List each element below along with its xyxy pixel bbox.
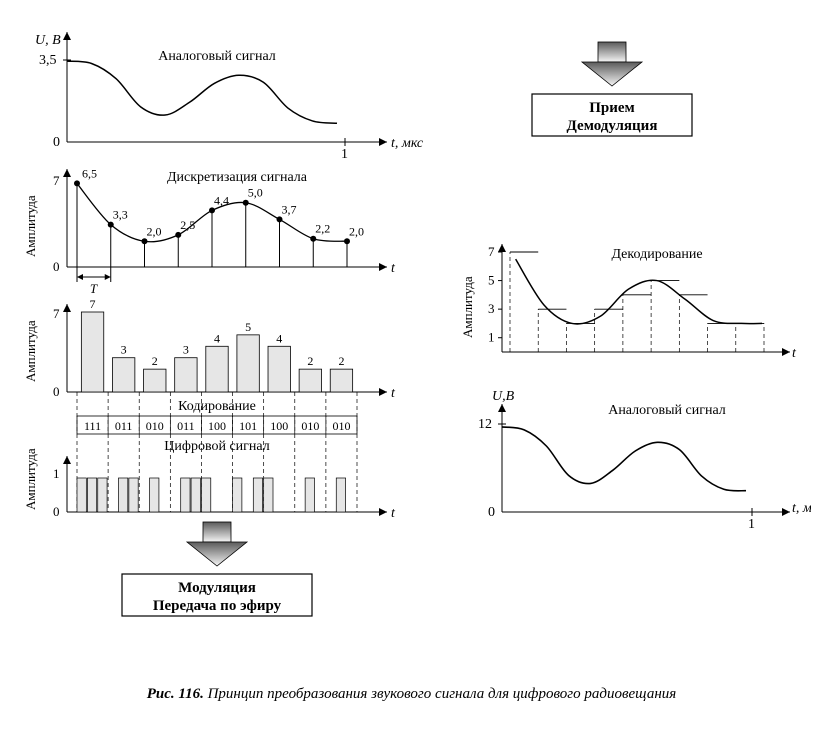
svg-text:010: 010 <box>301 419 319 433</box>
svg-text:7: 7 <box>488 244 495 259</box>
svg-text:100: 100 <box>270 419 288 433</box>
svg-text:Амплитуда: Амплитуда <box>460 276 475 338</box>
svg-text:3,5: 3,5 <box>39 53 57 68</box>
svg-text:2,2: 2,2 <box>315 222 330 236</box>
svg-text:Цифровой сигнал: Цифровой сигнал <box>164 439 269 454</box>
svg-text:2,0: 2,0 <box>349 224 364 238</box>
svg-text:0: 0 <box>53 384 60 399</box>
figure-text: Принцип преобразования звукового сигнала… <box>208 686 677 702</box>
svg-text:3,3: 3,3 <box>113 208 128 222</box>
svg-text:5: 5 <box>245 320 251 334</box>
svg-text:7: 7 <box>53 173 60 188</box>
svg-text:Модуляция: Модуляция <box>178 580 256 596</box>
chart-analog-2: U,В12 0 t, мкс 1 Аналоговый сигнал <box>478 389 811 532</box>
arrow-modulation: Модуляция Передача по эфиру <box>122 522 312 616</box>
svg-text:t, мкс: t, мкс <box>391 136 424 151</box>
svg-text:2,0: 2,0 <box>147 224 162 238</box>
svg-text:U, В: U, В <box>35 33 61 48</box>
arrow-reception: Прием Демодуляция <box>532 42 692 136</box>
svg-text:t, мкс: t, мкс <box>792 501 811 516</box>
svg-text:Аналоговый сигнал: Аналоговый сигнал <box>158 49 276 64</box>
svg-text:Кодирование: Кодирование <box>178 399 256 414</box>
svg-text:7: 7 <box>90 297 96 311</box>
svg-text:010: 010 <box>146 419 164 433</box>
figure-caption: Рис. 116. Принцип преобразования звуково… <box>12 686 811 703</box>
svg-text:T: T <box>90 281 98 296</box>
svg-text:100: 100 <box>208 419 226 433</box>
svg-text:0: 0 <box>53 504 60 519</box>
svg-text:5: 5 <box>488 273 495 288</box>
svg-text:Амплитуда: Амплитуда <box>23 195 38 257</box>
chart-decoding: Амплитуда 1 3 5 7 t Декодирование <box>460 244 797 361</box>
svg-text:Демодуляция: Демодуляция <box>567 118 658 134</box>
svg-text:3: 3 <box>488 301 495 316</box>
figure-number: Рис. 116. <box>147 686 204 702</box>
svg-text:1: 1 <box>748 517 755 532</box>
chart-analog-1: U, В 3,5 0 t, мкс 1 Аналоговый сигнал <box>35 32 424 162</box>
svg-text:t: t <box>792 346 797 361</box>
svg-text:010: 010 <box>332 419 350 433</box>
svg-text:2: 2 <box>152 354 158 368</box>
svg-text:t: t <box>391 506 396 521</box>
svg-text:1: 1 <box>341 147 348 162</box>
svg-text:4: 4 <box>214 331 220 345</box>
svg-text:Дискретизация сигнала: Дискретизация сигнала <box>167 170 308 185</box>
svg-text:Декодирование: Декодирование <box>611 247 702 262</box>
svg-text:2: 2 <box>307 354 313 368</box>
svg-text:7: 7 <box>53 306 60 321</box>
svg-text:t: t <box>391 386 396 401</box>
svg-text:1: 1 <box>53 466 60 481</box>
svg-text:101: 101 <box>239 419 257 433</box>
svg-text:12: 12 <box>478 417 492 432</box>
svg-text:1: 1 <box>488 330 495 345</box>
svg-text:0: 0 <box>53 259 60 274</box>
svg-text:3: 3 <box>183 343 189 357</box>
svg-text:3,7: 3,7 <box>282 202 297 216</box>
svg-text:6,5: 6,5 <box>82 166 97 180</box>
svg-text:0: 0 <box>488 505 495 520</box>
svg-text:011: 011 <box>177 419 195 433</box>
svg-text:011: 011 <box>115 419 133 433</box>
svg-text:Амплитуда: Амплитуда <box>23 320 38 382</box>
svg-text:Амплитуда: Амплитуда <box>23 448 38 510</box>
svg-text:Прием: Прием <box>589 100 635 116</box>
svg-text:0: 0 <box>53 135 60 150</box>
svg-text:Аналоговый сигнал: Аналоговый сигнал <box>608 403 726 418</box>
svg-text:2: 2 <box>338 354 344 368</box>
diagram-canvas: U, В 3,5 0 t, мкс 1 Аналоговый сигнал Амплитуд… <box>12 12 811 672</box>
svg-text:Передача по эфиру: Передача по эфиру <box>153 598 282 614</box>
chart-sampling: Амплитуда 7 0 t Дискретизация сигнала 6,5 3,3 2… <box>23 166 396 296</box>
svg-text:3: 3 <box>121 343 127 357</box>
svg-text:111: 111 <box>84 419 101 433</box>
chart-digital: Амплитуда 1 0 t Цифровой сигнал <box>23 439 396 521</box>
svg-text:4: 4 <box>276 331 282 345</box>
svg-text:5,0: 5,0 <box>248 186 263 200</box>
svg-text:t: t <box>391 261 396 276</box>
svg-text:U,В: U,В <box>492 389 515 404</box>
